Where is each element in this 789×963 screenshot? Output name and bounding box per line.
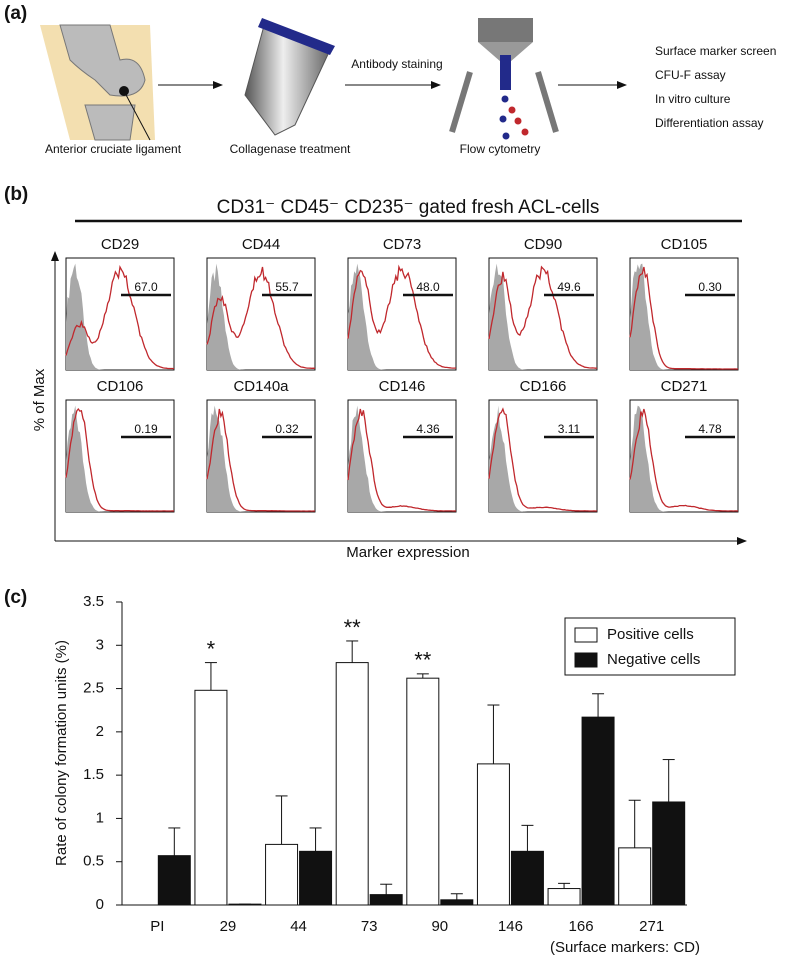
y-tick-label: 3.5 (83, 593, 104, 610)
x-tick-label: 44 (290, 918, 307, 935)
bar (299, 850, 333, 906)
y-tick-label: 2.5 (83, 680, 104, 697)
gate-value: 0.30 (698, 280, 722, 294)
bar (157, 855, 191, 906)
step-label: Collagenase treatment (230, 142, 351, 156)
reference-histogram (348, 405, 456, 512)
cytometer-icon (449, 18, 559, 140)
panel-label: (a) (4, 3, 27, 24)
bar (194, 689, 228, 906)
x-tick-label: PI (150, 918, 164, 935)
significance: ** (414, 648, 432, 673)
panel-name: CD90 (524, 236, 562, 253)
y-axis-label: Rate of colony formation units (%) (53, 640, 70, 866)
x-tick-label: 73 (361, 918, 378, 935)
bar (510, 850, 544, 906)
outcome: Differentiation assay (655, 116, 764, 130)
x-tick-label: 146 (498, 918, 523, 935)
marker-histogram (347, 264, 457, 369)
legend-swatch (574, 652, 598, 668)
marker-histogram (488, 407, 598, 512)
panel-name: CD146 (379, 378, 426, 395)
y-tick-label: 3 (96, 636, 104, 653)
reference-histogram (489, 405, 597, 512)
panel-name: CD105 (661, 236, 708, 253)
reference-histogram (66, 263, 174, 370)
bar (369, 894, 403, 906)
marker-histogram (347, 408, 457, 512)
x-tick-label: 29 (220, 918, 237, 935)
panel-name: CD29 (101, 236, 139, 253)
y-axis-label: % of Max (31, 368, 48, 431)
gate-value: 4.78 (698, 422, 722, 436)
bar (476, 763, 510, 906)
marker-histogram (206, 266, 316, 370)
panel-name: CD271 (661, 378, 708, 395)
bar (652, 801, 686, 906)
chart-title: CD31⁻ CD45⁻ CD235⁻ gated fresh ACL-cells (217, 197, 600, 218)
knee-icon (40, 24, 155, 141)
bar (440, 899, 474, 906)
gate-value: 3.11 (558, 422, 581, 436)
arrow-label: Antibody staining (351, 57, 442, 71)
reference-histogram (207, 263, 315, 370)
y-tick-label: 1.5 (83, 766, 104, 783)
significance: ** (344, 615, 362, 640)
marker-histogram (629, 408, 739, 512)
gate-value: 49.6 (557, 280, 581, 294)
y-tick-label: 2 (96, 723, 104, 740)
bar (406, 677, 440, 906)
marker-histogram (488, 265, 598, 369)
panel-name: CD44 (242, 236, 280, 253)
outcome: CFU-F assay (655, 68, 726, 82)
gate-value: 55.7 (275, 280, 299, 294)
gate-value: 4.36 (416, 422, 440, 436)
bar (265, 843, 299, 906)
panel-name: CD73 (383, 236, 421, 253)
y-tick-label: 1 (96, 809, 104, 826)
reference-histogram (630, 263, 738, 370)
reference-histogram (489, 263, 597, 370)
panel-label: (c) (4, 587, 27, 608)
reference-histogram (348, 263, 456, 370)
legend-label: Positive cells (607, 626, 694, 643)
reference-histogram (207, 405, 315, 512)
bar (228, 903, 262, 906)
tube-icon (244, 18, 335, 136)
gate-value: 0.19 (134, 422, 158, 436)
significance: * (207, 636, 216, 661)
marker-histogram (206, 408, 315, 512)
panel-name: CD140a (233, 378, 289, 395)
step-label: Anterior cruciate ligament (45, 142, 182, 156)
marker-histogram (629, 266, 738, 370)
bar (581, 716, 615, 906)
marker-histogram (65, 264, 175, 370)
panel-name: CD166 (520, 378, 567, 395)
panel-name: CD106 (97, 378, 144, 395)
reference-histogram (66, 405, 174, 512)
bar (547, 888, 581, 906)
gate-value: 48.0 (416, 280, 440, 294)
x-axis-label: Marker expression (346, 544, 469, 561)
gate-value: 67.0 (134, 280, 158, 294)
x-tick-label: 90 (431, 918, 448, 935)
outcome: In vitro culture (655, 92, 731, 106)
x-tick-label: 166 (569, 918, 594, 935)
legend-swatch (574, 627, 598, 643)
legend-label: Negative cells (607, 651, 700, 668)
outcome: Surface marker screen (655, 44, 776, 58)
y-tick-label: 0.5 (83, 853, 104, 870)
bar (618, 847, 652, 906)
x-axis-label: (Surface markers: CD) (550, 939, 700, 956)
marker-histogram (65, 407, 175, 512)
x-tick-label: 271 (639, 918, 664, 935)
bar (335, 662, 369, 906)
gate-value: 0.32 (275, 422, 299, 436)
y-tick-label: 0 (96, 896, 104, 913)
step-label: Flow cytometry (460, 142, 541, 156)
panel-label: (b) (4, 184, 28, 205)
